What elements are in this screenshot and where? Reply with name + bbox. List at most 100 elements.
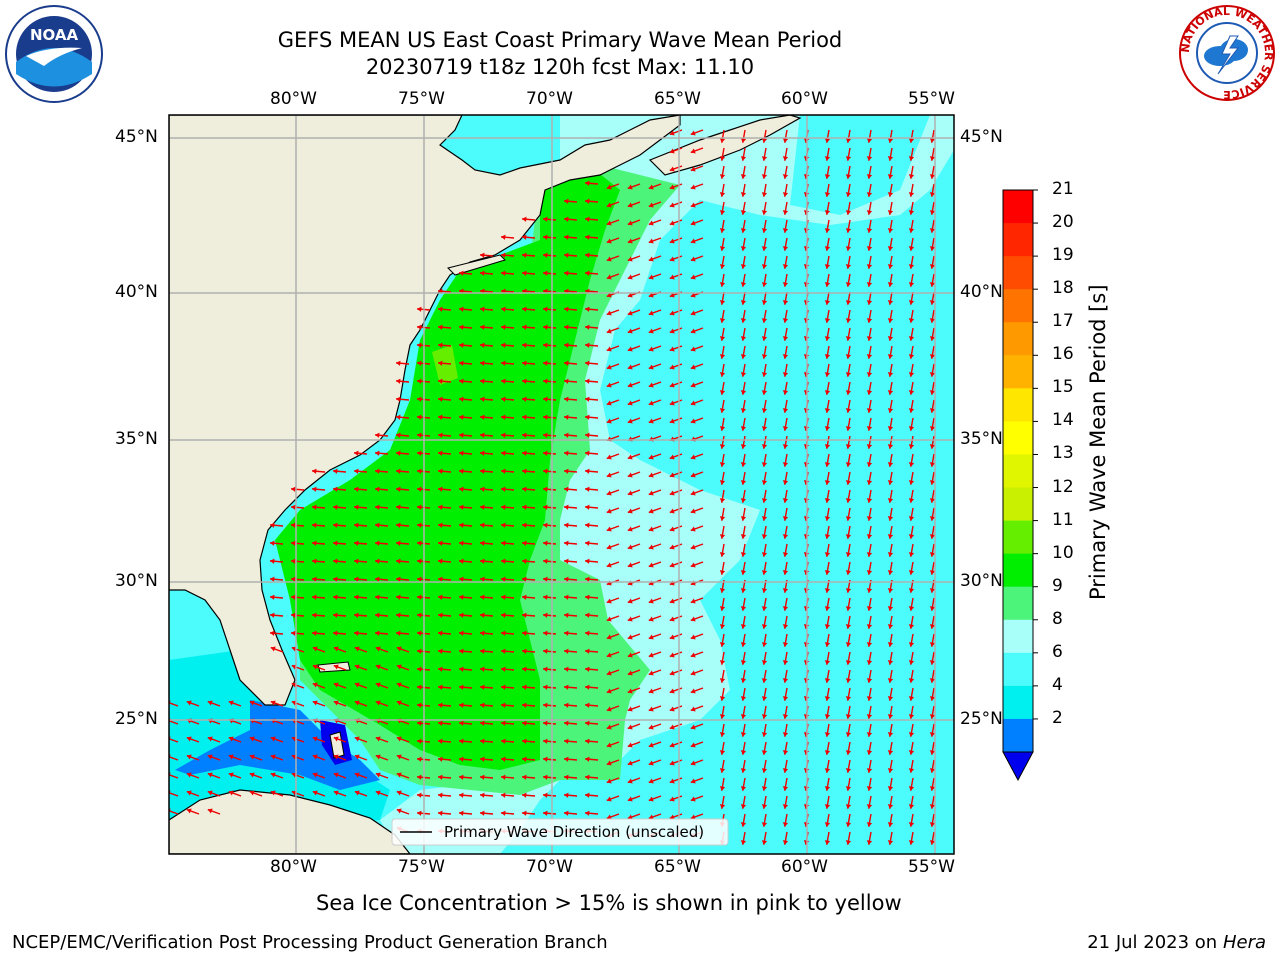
wave-arrow-head bbox=[249, 790, 255, 796]
wave-arrow-head bbox=[866, 786, 873, 791]
wave-arrow-head bbox=[396, 558, 401, 564]
wave-arrow-head bbox=[522, 810, 527, 816]
wave-arrow-head bbox=[501, 306, 506, 312]
wave-arrow-head bbox=[207, 736, 213, 742]
wave-arrow-head bbox=[824, 282, 831, 287]
lat-tick-left: 30°N bbox=[115, 571, 158, 591]
wave-arrow-head bbox=[866, 336, 873, 341]
wave-arrow-head bbox=[719, 390, 726, 395]
wave-arrow-head bbox=[375, 432, 380, 438]
colorbar-segment bbox=[1003, 256, 1033, 290]
wave-arrow-head bbox=[564, 756, 569, 762]
wave-arrow-head bbox=[291, 540, 296, 546]
wave-arrow-head bbox=[669, 580, 675, 586]
wave-arrow-head bbox=[396, 630, 401, 636]
wave-arrow-head bbox=[186, 700, 192, 706]
wave-arrow-head bbox=[740, 426, 747, 431]
wave-arrow-head bbox=[522, 486, 527, 492]
wave-arrow-head bbox=[782, 336, 789, 341]
wave-arrow-head bbox=[887, 156, 894, 161]
wave-direction-arrows bbox=[169, 129, 936, 845]
wave-arrow-head bbox=[501, 270, 506, 276]
wave-arrow-head bbox=[186, 808, 192, 814]
wave-arrow-head bbox=[564, 576, 569, 582]
wave-arrow-head bbox=[669, 508, 675, 514]
wave-arrow-head bbox=[669, 634, 675, 640]
wave-arrow-head bbox=[690, 778, 696, 784]
wave-arrow-head bbox=[887, 390, 894, 395]
wave-arrow-head bbox=[845, 282, 852, 287]
wave-arrow-head bbox=[824, 210, 831, 215]
wave-arrow-head bbox=[740, 282, 747, 287]
lon-tick-top: 60°W bbox=[781, 89, 828, 109]
wave-arrow-head bbox=[648, 454, 654, 460]
wave-arrow-head bbox=[480, 432, 485, 438]
wave-arrow-head bbox=[887, 498, 894, 503]
wave-arrow-head bbox=[824, 696, 831, 701]
wave-arrow-head bbox=[270, 646, 276, 652]
wave-arrow-head bbox=[669, 544, 675, 550]
wave-arrow-head bbox=[740, 714, 747, 719]
noaa-logo: NOAA bbox=[4, 4, 104, 104]
wave-arrow-head bbox=[606, 814, 612, 820]
colorbar-segment bbox=[1003, 190, 1033, 224]
wave-arrow-head bbox=[354, 522, 359, 528]
wave-arrow-head bbox=[887, 606, 894, 611]
wave-arrow-head bbox=[908, 138, 915, 143]
wave-arrow-head bbox=[522, 594, 527, 600]
bahamas-low-period bbox=[175, 700, 380, 790]
wave-arrow-head bbox=[627, 454, 633, 460]
wave-arrow-head bbox=[333, 772, 339, 778]
wave-arrow-head bbox=[543, 414, 548, 420]
wave-arrow-head bbox=[761, 246, 768, 251]
wave-arrow-head bbox=[929, 696, 936, 701]
wave-arrow-head bbox=[543, 684, 548, 690]
wave-arrow-head bbox=[719, 372, 726, 377]
wave-arrow-head bbox=[690, 184, 696, 190]
wave-arrow-head bbox=[690, 418, 696, 424]
wave-arrow-head bbox=[824, 750, 831, 755]
wave-arrow-head bbox=[543, 342, 548, 348]
wave-arrow-head bbox=[627, 346, 633, 352]
wave-arrow-head bbox=[543, 774, 548, 780]
wave-arrow-head bbox=[908, 624, 915, 629]
wave-arrow-head bbox=[929, 714, 936, 719]
wave-arrow-head bbox=[417, 756, 422, 762]
wave-arrow-head bbox=[929, 516, 936, 521]
wave-arrow-head bbox=[522, 666, 527, 672]
wave-arrow-head bbox=[866, 552, 873, 557]
wave-arrow-head bbox=[585, 684, 590, 690]
wave-arrow-head bbox=[690, 310, 696, 316]
wave-arrow-head bbox=[908, 822, 915, 827]
wave-arrow-head bbox=[929, 138, 936, 143]
wave-arrow-head bbox=[866, 606, 873, 611]
wave-arrow-head bbox=[866, 462, 873, 467]
wave-arrow-head bbox=[480, 360, 485, 366]
wave-arrow-head bbox=[845, 228, 852, 233]
wave-arrow-head bbox=[845, 390, 852, 395]
wave-arrow-head bbox=[459, 792, 464, 798]
colorbar-tick-label: 6 bbox=[1052, 641, 1063, 662]
wave-arrow-head bbox=[929, 534, 936, 539]
wave-arrow-head bbox=[543, 216, 548, 222]
colorbar-tick-label: 19 bbox=[1052, 245, 1074, 266]
wave-arrow-head bbox=[887, 750, 894, 755]
wave-arrow-head bbox=[908, 642, 915, 647]
wave-arrow-head bbox=[740, 642, 747, 647]
wave-arrow-head bbox=[501, 432, 506, 438]
wave-arrow-head bbox=[354, 754, 360, 760]
wave-arrow-head bbox=[564, 324, 569, 330]
colorbar-tick-label: 11 bbox=[1052, 509, 1074, 530]
wave-arrow-head bbox=[396, 790, 402, 796]
wave-arrow-head bbox=[845, 444, 852, 449]
wave-arrow-head bbox=[396, 432, 401, 438]
wave-arrow-head bbox=[740, 462, 747, 467]
wave-arrow-head bbox=[824, 444, 831, 449]
wave-arrow-head bbox=[648, 598, 654, 604]
wave-arrow-head bbox=[564, 432, 569, 438]
wave-arrow-head bbox=[782, 696, 789, 701]
wave-arrow-head bbox=[845, 318, 852, 323]
wave-arrow-head bbox=[929, 480, 936, 485]
wave-arrow-head bbox=[690, 598, 696, 604]
wave-arrow-head bbox=[501, 648, 506, 654]
